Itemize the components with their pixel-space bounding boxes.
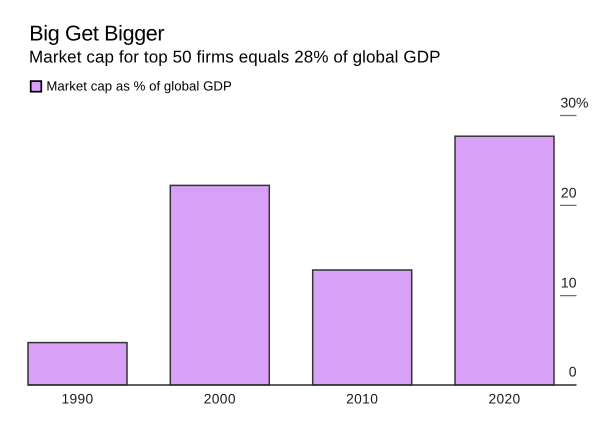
svg-text:Market cap for top 50 firms eq: Market cap for top 50 firms equals 28% o…: [29, 48, 441, 67]
svg-text:2010: 2010: [346, 391, 378, 406]
svg-text:2000: 2000: [204, 391, 236, 406]
svg-text:1990: 1990: [61, 391, 93, 406]
svg-text:30%: 30%: [560, 95, 588, 111]
svg-text:20: 20: [561, 185, 577, 201]
svg-text:2020: 2020: [488, 391, 520, 406]
svg-text:Market cap as % of global GDP: Market cap as % of global GDP: [46, 78, 232, 93]
svg-text:Big Get Bigger: Big Get Bigger: [29, 22, 164, 46]
svg-text:0: 0: [569, 364, 577, 380]
svg-text:10: 10: [561, 275, 577, 291]
